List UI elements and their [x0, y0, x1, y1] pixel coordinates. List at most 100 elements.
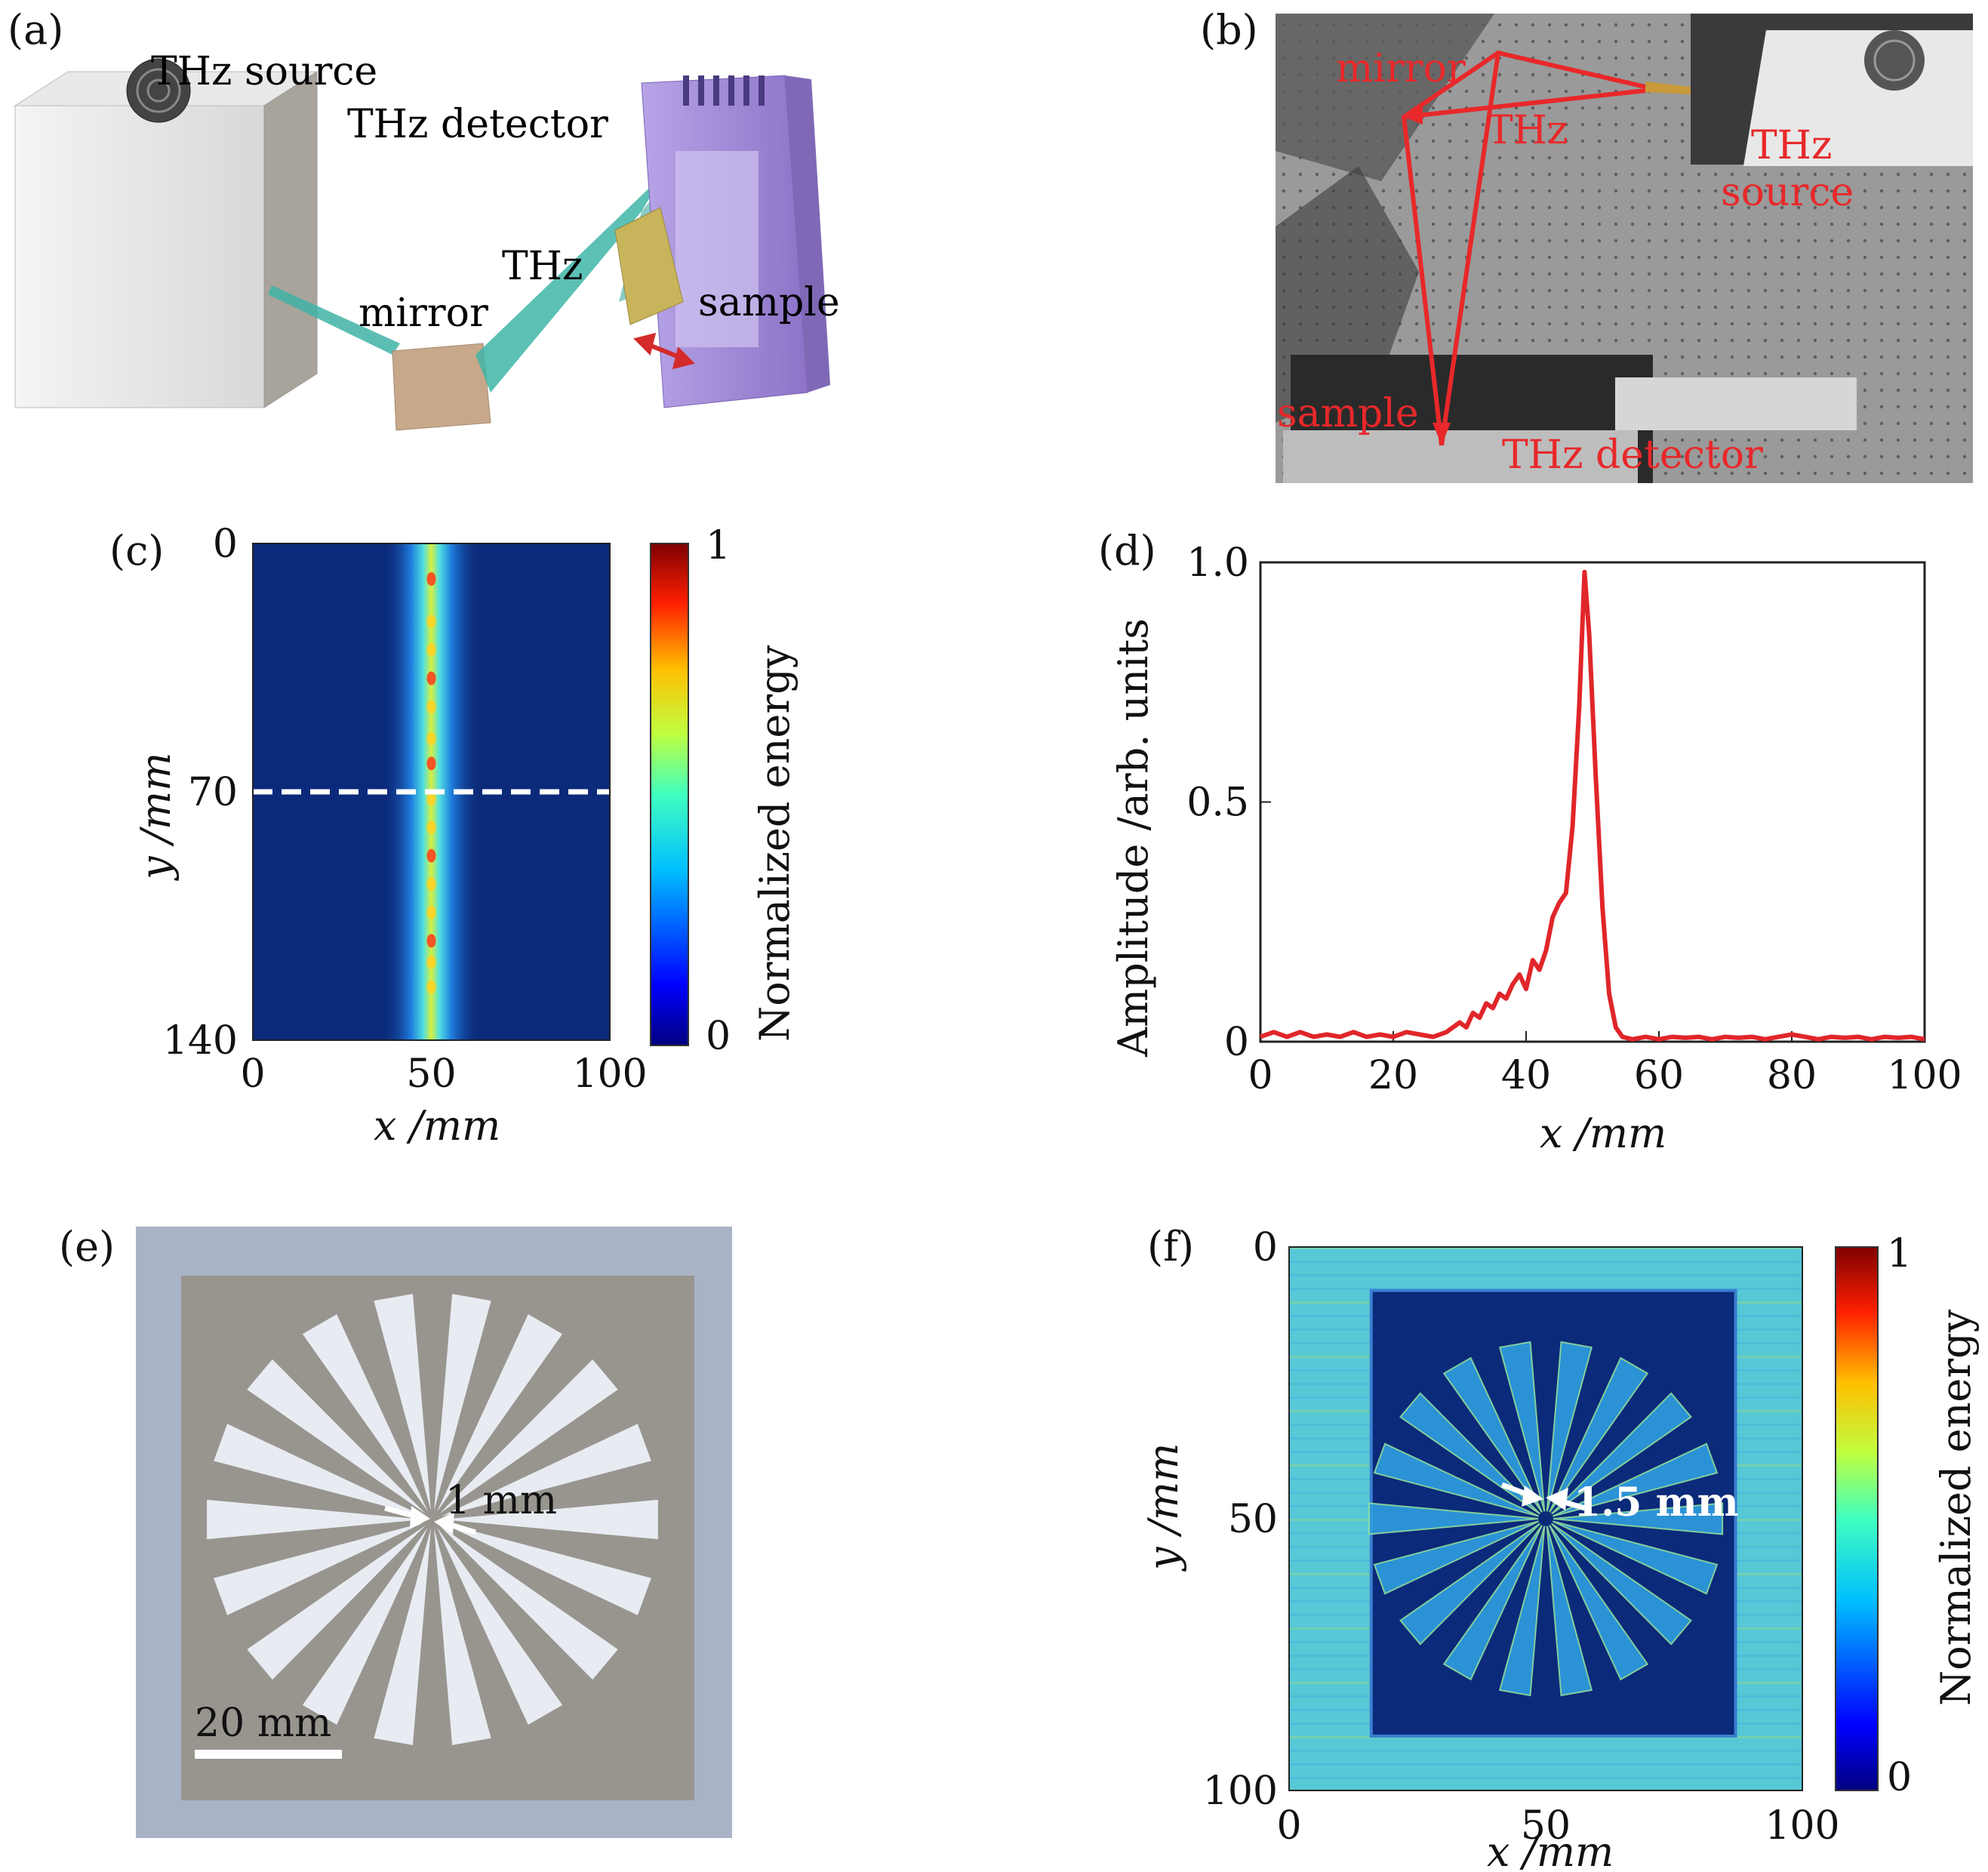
label-b-sample: sample	[1277, 391, 1419, 436]
c-xtick-label: 0	[240, 1051, 265, 1097]
label-thz-detector: THz detector	[347, 102, 608, 147]
f-star-spoke	[1546, 1341, 1593, 1512]
panel-a-label: (a)	[8, 6, 64, 54]
f-stripe	[1289, 1247, 1802, 1249]
gap-arrows	[384, 1505, 477, 1535]
label-gap-1-5mm: 1.5 mm	[1574, 1479, 1739, 1526]
f-star-spoke	[1368, 1502, 1539, 1535]
f-stripe	[1289, 1750, 1802, 1752]
c-hot-spot	[426, 877, 436, 891]
colorbar-f	[1835, 1246, 1879, 1791]
star-slot	[434, 1528, 491, 1745]
f-star-spoke	[1552, 1520, 1719, 1595]
label-b-source-1: THz	[1751, 123, 1832, 168]
f-star-spoke	[1552, 1442, 1719, 1517]
label-sample: sample	[698, 280, 840, 325]
d-xtick-label: 0	[1248, 1053, 1273, 1098]
colorbar-c-min: 0	[706, 1014, 731, 1059]
c-xtick-label: 50	[406, 1051, 456, 1097]
f-xtick-label: 100	[1765, 1803, 1839, 1849]
siemens-star	[207, 1294, 658, 1745]
star-slot	[214, 1424, 424, 1516]
c-hot-spot	[426, 572, 436, 586]
d-xtick-label: 100	[1887, 1053, 1962, 1098]
f-star-spoke	[1442, 1356, 1543, 1513]
panel-e-label: (e)	[59, 1223, 115, 1270]
c-ytick-label: 0	[213, 522, 238, 567]
star-slot	[439, 1359, 618, 1514]
f-star-spoke	[1549, 1356, 1649, 1513]
panel-d-label: (d)	[1098, 527, 1156, 574]
c-hot-spot	[426, 671, 436, 685]
c-ytick-label: 70	[188, 770, 238, 815]
f-stripe	[1289, 1288, 1802, 1290]
panel-c-label: (c)	[109, 527, 165, 574]
c-hot-spot	[426, 792, 436, 806]
f-star-spoke	[1546, 1526, 1593, 1697]
heatmap-f	[1289, 1247, 1802, 1790]
setup-photo: mirror THz THz source sample THz detecto…	[1276, 14, 1973, 483]
f-ytick-label: 50	[1228, 1497, 1278, 1542]
star-slot	[441, 1523, 651, 1615]
c-hot-spot	[426, 821, 436, 834]
star-slot	[439, 1525, 618, 1680]
f-star-spoke	[1498, 1341, 1546, 1512]
panel-f-label: (f)	[1147, 1223, 1195, 1270]
star-slot	[374, 1528, 431, 1745]
star-slot	[302, 1314, 428, 1512]
star-slot	[247, 1525, 426, 1680]
f-ytick-label: 0	[1253, 1225, 1278, 1270]
label-mirror: mirror	[359, 291, 488, 336]
f-gap-arrows	[1500, 1482, 1586, 1511]
panel-b: (b) mirror THz THz sour	[1192, 0, 1988, 491]
colorbar-c-label: Normalized energy	[751, 645, 799, 1042]
thz-beam-2	[475, 174, 664, 393]
star-slot	[374, 1294, 431, 1511]
label-thz: THz	[502, 244, 583, 289]
c-frame	[252, 543, 611, 1041]
label-gap-1mm: 1 mm	[445, 1478, 557, 1523]
c-hot-spot	[426, 731, 436, 746]
f-stripe	[1289, 1763, 1802, 1766]
star-slot	[437, 1527, 563, 1725]
metal-plate	[181, 1276, 694, 1800]
c-hot-spot	[426, 756, 436, 771]
label-thz-source: THz source	[151, 49, 377, 94]
f-stripe	[1289, 1777, 1802, 1779]
chart-d: 0 20 40 60 80 100 0 0.5 1.0 Amplitude /arb. unit…	[1109, 540, 1962, 1157]
d-ytick-label: 1.0	[1186, 540, 1249, 586]
fan-icon	[126, 58, 191, 123]
c-ylabel: y /mm	[132, 753, 180, 881]
thz-beam-1	[268, 285, 400, 355]
colorbar-c-max: 1	[706, 523, 731, 568]
motion-arrow-icon	[633, 332, 695, 370]
d-xtick-label: 60	[1634, 1053, 1684, 1098]
star-slot	[442, 1499, 658, 1540]
f-star-spoke	[1373, 1520, 1540, 1595]
d-ytick-label: 0.5	[1186, 781, 1249, 826]
panel-e: (e) 1 mm 20 mm	[0, 1208, 868, 1872]
c-hot-spot	[426, 848, 436, 863]
colorbar-f-label: Normalized energy	[1932, 1309, 1980, 1706]
chart-c: 0 50 100 0 70 140 1 0 Normalized energy y /mm…	[132, 522, 799, 1150]
c-hot-spot	[426, 700, 436, 714]
panel-c: (c) 0 50 100 0 70 14	[0, 513, 868, 1162]
colorbar-f-max: 1	[1887, 1231, 1912, 1276]
d-xtick-label: 20	[1368, 1053, 1418, 1098]
label-b-mirror: mirror	[1336, 46, 1466, 91]
c-ytick-label: 140	[163, 1018, 238, 1064]
c-xtick-label: 100	[572, 1051, 647, 1097]
panel-a: (a)	[0, 0, 868, 483]
panel-b-label: (b)	[1200, 6, 1258, 54]
c-xlabel: x /mm	[374, 1102, 500, 1150]
f-stripe	[1289, 1274, 1802, 1276]
label-b-thz: THz	[1487, 108, 1568, 153]
sample-shape	[614, 207, 684, 325]
star-slot	[434, 1294, 491, 1511]
sample-photo: 1 mm 20 mm	[136, 1227, 732, 1838]
setup-diagram: THz source THz detector THz mirror sampl…	[14, 49, 840, 431]
f-star-spoke	[1442, 1525, 1543, 1681]
mirror-shape	[392, 343, 491, 431]
panel-f: (f) 0 50 100 0 50 100 1.5 mm 1 0 Norma	[1094, 1208, 1988, 1872]
